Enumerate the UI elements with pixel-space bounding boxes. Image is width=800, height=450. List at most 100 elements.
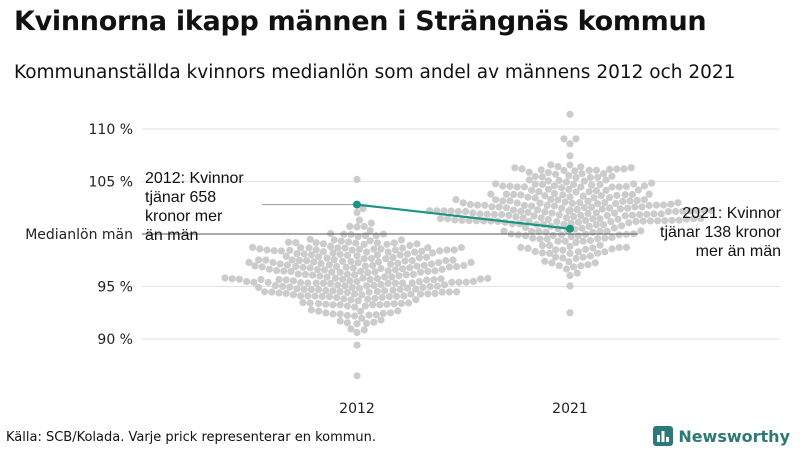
swarm-dot-2012 [221,274,229,282]
swarm-dot-2021 [580,177,589,185]
swarm-dot-2021 [543,201,551,209]
swarm-dot-2021 [643,210,651,218]
swarm-dot-2012 [367,254,375,263]
swarm-dot-2021 [615,243,623,252]
swarm-dot-2021 [708,206,716,215]
swarm-dot-2021 [584,197,592,205]
swarm-dot-2021 [661,217,669,225]
swarm-dot-2012 [412,285,420,293]
swarm-dot-2012 [309,271,317,279]
swarm-dot-2021 [562,178,571,186]
swarm-dot-2012 [484,274,492,283]
swarm-dot-2012 [360,240,368,248]
swarm-dot-2021 [525,168,533,176]
swarm-dot-2012 [448,278,456,286]
swarm-dot-2021 [550,182,559,190]
swarm-dot-2012 [329,301,337,309]
swarm-dot-2021 [522,223,530,232]
brand-logo: Newsworthy [653,426,790,446]
swarm-dot-2012 [293,250,301,258]
swarm-dot-2021 [566,242,574,250]
swarm-dot-2012 [424,244,432,252]
x-tick-label-2021: 2021 [552,401,588,417]
y-tick-label-105: 105 % [89,175,133,191]
swarm-dot-2021 [447,207,455,215]
swarm-dot-2012 [283,261,291,269]
swarm-dot-2012 [336,288,344,296]
swarm-dot-2021 [645,190,653,198]
swarm-dot-2021 [567,233,575,241]
swarm-dot-2012 [325,293,333,301]
swarm-dot-2012 [275,276,283,284]
swarm-dot-2021 [607,218,615,226]
swarm-dot-2012 [364,295,372,303]
swarm-dot-2021 [549,231,557,240]
swarm-dot-2021 [544,169,553,177]
swarm-dot-2021 [495,203,503,211]
swarm-dot-2021 [517,243,525,251]
swarm-dot-2012 [263,246,271,254]
swarm-dot-2021 [550,189,559,198]
swarm-dot-2012 [469,277,477,285]
annotation-line: kronor mer [145,208,223,225]
swarm-dot-2021 [528,227,536,235]
swarm-dot-2012 [256,245,264,253]
swarm-dot-2021 [492,196,500,204]
swarm-dot-2021 [544,177,553,185]
swarm-dot-2021 [546,241,554,250]
swarm-dot-2021 [608,233,616,242]
swarm-dot-2012 [341,282,349,290]
swarm-dot-2012 [443,246,451,254]
swarm-dot-2012 [426,283,434,291]
swarm-dot-2012 [321,266,329,274]
swarm-dot-2012 [394,307,402,315]
swarm-dot-2021 [534,206,542,214]
swarm-dot-2012 [243,278,251,286]
annotation-line: mer än män [696,243,781,260]
swarm-dot-2012 [328,268,336,276]
swarm-dot-2012 [393,292,401,300]
swarm-dot-2021 [574,248,583,256]
swarm-dot-2012 [353,278,361,286]
swarm-dot-2021 [580,203,589,212]
swarm-dot-2021 [538,241,547,250]
swarm-dot-2012 [397,236,405,244]
swarm-dot-2012 [462,278,470,286]
swarm-dot-2021 [518,165,526,173]
swarm-dot-2021 [509,190,518,199]
swarm-dot-2021 [554,196,562,204]
swarm-dot-2021 [529,234,537,242]
swarm-dot-2021 [513,199,521,207]
swarm-dot-2021 [628,190,637,199]
swarm-dot-2021 [586,236,595,245]
annotation-line: 2021: Kvinnor [682,205,781,222]
swarm-dot-2021 [509,206,518,214]
swarm-dot-2012 [389,253,397,261]
swarm-dot-2021 [589,244,597,252]
swarm-dot-2021 [602,186,610,194]
swarm-dot-2012 [390,300,398,308]
swarm-dot-2021 [600,221,608,229]
swarm-dot-2012 [348,283,356,291]
swarm-dot-2012 [355,245,363,253]
swarm-dot-2012 [402,271,410,279]
swarm-dot-2012 [292,262,300,270]
swarm-dot-2012 [323,254,331,262]
swarm-dot-2012 [353,328,361,336]
swarm-dot-2012 [358,291,366,299]
swarm-dot-2012 [399,244,407,252]
swarm-dot-2021 [615,231,623,239]
swarm-dot-2021 [627,164,635,172]
swarm-dot-2021 [682,215,691,223]
swarm-dot-2021 [572,254,580,263]
swarm-dot-2021 [598,205,607,213]
swarm-dot-2012 [445,263,453,271]
swarm-dot-2012 [353,208,361,217]
swarm-dot-2012 [299,299,307,307]
swarm-dot-2012 [333,262,341,271]
swarm-dot-2012 [409,270,417,278]
swarm-dot-2012 [438,288,446,296]
swarm-dot-2012 [406,264,414,272]
swarm-dot-2021 [558,184,566,192]
swarm-dot-2012 [415,254,423,262]
